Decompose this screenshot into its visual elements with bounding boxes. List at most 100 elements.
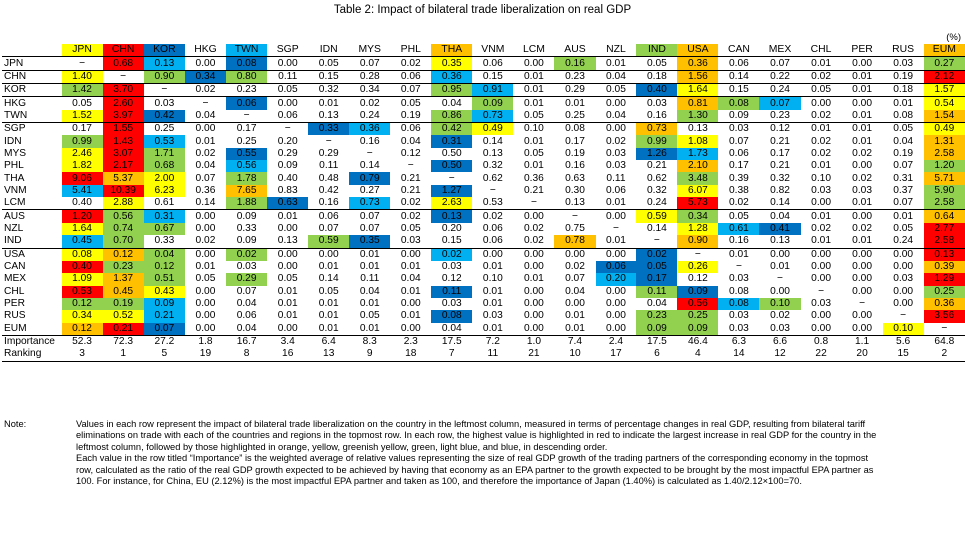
ranking-value: 21	[513, 348, 555, 362]
value-cell: 0.07	[759, 96, 801, 110]
value-cell: 0.00	[277, 261, 298, 273]
value-cell: 0.68	[102, 56, 144, 71]
value-cell: 1.78	[226, 172, 268, 185]
value-cell: 0.07	[893, 197, 914, 209]
value-cell: 0.01	[606, 197, 626, 209]
notes-label: Note:	[4, 419, 27, 429]
ranking-value: 14	[718, 348, 760, 362]
column-header-kor: KOR	[143, 44, 185, 58]
value-cell: 0.07	[359, 222, 380, 234]
value-cell: 0.25	[923, 285, 965, 298]
value-cell: 1.73	[677, 147, 719, 161]
value-cell: −	[184, 96, 227, 110]
value-cell: −	[612, 222, 619, 234]
value-cell: −	[267, 122, 309, 136]
value-cell: 0.00	[606, 285, 626, 297]
value-cell: 0.00	[852, 57, 872, 69]
row-label: MEX	[4, 273, 27, 285]
value-cell: 0.54	[923, 96, 965, 110]
value-cell: 0.17	[636, 273, 678, 286]
value-cell: 0.05	[882, 122, 924, 136]
header-row: JPN CHN KOR HKG TWN SGP IDN MYS PHL THA VNM LCM AUS N…	[2, 44, 965, 58]
value-cell: 0.01	[524, 160, 544, 172]
value-cell: 0.01	[565, 322, 585, 334]
value-cell: 0.15	[718, 83, 760, 97]
value-cell: 0.00	[277, 57, 298, 69]
importance-value: 6.4	[308, 334, 350, 349]
value-cell: 0.04	[400, 135, 421, 147]
value-cell: 0.01	[524, 135, 544, 147]
value-cell: 5.37	[102, 172, 144, 185]
value-cell: 0.32	[482, 160, 503, 172]
value-cell: 0.04	[893, 135, 914, 147]
value-cell: 0.05	[61, 96, 103, 110]
importance-value: 52.3	[61, 334, 103, 349]
value-cell: 0.14	[718, 69, 760, 84]
value-cell: 1.57	[923, 83, 965, 97]
value-cell: 0.62	[646, 172, 667, 184]
value-cell: 0.63	[565, 172, 585, 184]
value-cell: 0.00	[893, 261, 914, 273]
importance-value: 1.8	[184, 334, 227, 349]
value-cell: 0.02	[524, 235, 544, 247]
value-cell: 0.21	[770, 135, 790, 147]
value-cell: 0.03	[636, 96, 678, 110]
value-cell: 0.07	[729, 135, 749, 147]
value-cell: 0.06	[390, 122, 432, 136]
value-cell: 0.02	[524, 222, 544, 234]
value-cell: 0.49	[923, 122, 965, 136]
ranking-value: 5	[143, 348, 185, 362]
value-cell: 1.64	[677, 83, 719, 97]
table-row-hkg: HKG 0.05 2.60 0.03−0.06 0.00 0.01 0.02 0.05 0.04…	[2, 96, 965, 110]
value-cell: 0.05	[718, 209, 760, 223]
value-cell: 0.26	[677, 260, 719, 274]
value-cell: 0.10	[759, 297, 801, 311]
value-cell: 2.88	[102, 197, 144, 210]
value-cell: 0.02	[349, 96, 391, 110]
value-cell: 0.06	[729, 57, 749, 69]
value-cell: 0.02	[636, 247, 678, 261]
value-cell: 0.79	[349, 172, 391, 185]
value-cell: 0.08	[431, 310, 473, 323]
ranking-value: 2	[923, 348, 965, 362]
column-header-can: CAN	[718, 44, 760, 58]
value-cell: 0.23	[770, 109, 790, 121]
value-cell: 0.01	[277, 298, 298, 310]
ranking-value: 11	[472, 348, 514, 362]
value-cell: 1.64	[61, 222, 103, 236]
ranking-value: 19	[184, 348, 227, 362]
value-cell: 0.33	[154, 235, 175, 247]
value-cell: 0.68	[143, 160, 185, 173]
value-cell: 0.00	[852, 322, 872, 334]
value-cell: 0.01	[195, 135, 216, 147]
value-cell: 0.01	[882, 96, 924, 110]
value-cell: 0.73	[636, 122, 678, 136]
importance-value: 1.1	[841, 334, 883, 349]
importance-value: 46.4	[677, 334, 719, 349]
value-cell: 0.01	[482, 261, 503, 273]
row-label: HKG	[2, 96, 62, 110]
value-cell: 0.02	[800, 69, 842, 84]
value-cell: 0.03	[606, 147, 626, 159]
value-cell: 0.03	[718, 122, 760, 136]
value-cell: 0.23	[226, 83, 268, 97]
value-cell: −	[735, 261, 742, 273]
corner-cell	[2, 44, 62, 58]
value-cell: 0.00	[595, 96, 637, 110]
value-cell: 0.00	[811, 261, 831, 273]
value-cell: 0.99	[61, 135, 103, 148]
value-cell: 0.01	[267, 209, 309, 223]
value-cell: 0.19	[893, 147, 914, 159]
value-cell: 0.29	[277, 147, 298, 159]
value-cell: 0.59	[636, 209, 678, 223]
value-cell: 0.00	[852, 310, 872, 322]
row-label: KOR	[2, 83, 62, 97]
value-cell: 0.53	[143, 135, 185, 148]
value-cell: 0.24	[759, 83, 801, 97]
value-cell: 0.04	[195, 109, 216, 121]
value-cell: 0.67	[143, 222, 185, 236]
row-label: IND	[4, 235, 22, 247]
value-cell: 0.21	[524, 184, 544, 196]
value-cell: 0.01	[841, 83, 883, 97]
value-cell: 0.33	[236, 222, 257, 234]
